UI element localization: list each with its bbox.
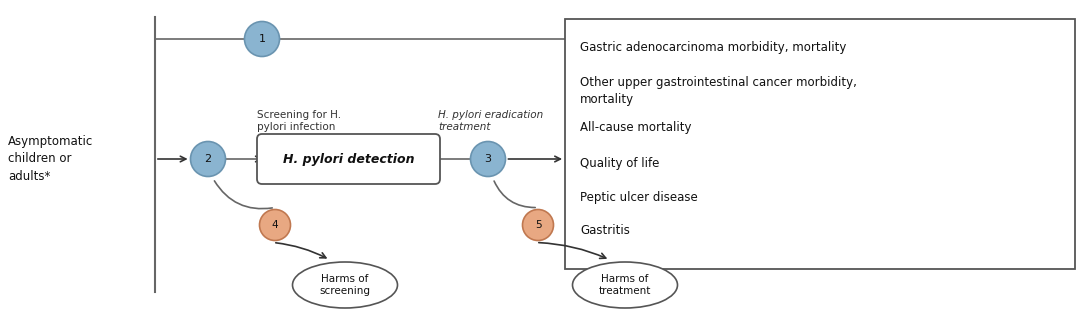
Text: Harms of
screening: Harms of screening: [319, 274, 370, 296]
Circle shape: [470, 141, 505, 177]
Circle shape: [522, 210, 554, 241]
Text: 5: 5: [534, 220, 541, 230]
Text: Other upper gastrointestinal cancer morbidity,
mortality: Other upper gastrointestinal cancer morb…: [580, 76, 857, 106]
Circle shape: [260, 210, 290, 241]
Text: H. pylori eradication
treatment: H. pylori eradication treatment: [438, 110, 543, 132]
Circle shape: [244, 22, 279, 56]
Text: Screening for H.
pylori infection: Screening for H. pylori infection: [257, 110, 341, 132]
Text: Harms of
treatment: Harms of treatment: [598, 274, 652, 296]
Text: All-cause mortality: All-cause mortality: [580, 121, 692, 134]
Text: 4: 4: [272, 220, 278, 230]
Text: Gastric adenocarcinoma morbidity, mortality: Gastric adenocarcinoma morbidity, mortal…: [580, 41, 846, 54]
Text: 2: 2: [204, 154, 212, 164]
Text: H. pylori detection: H. pylori detection: [282, 152, 414, 165]
FancyBboxPatch shape: [257, 134, 440, 184]
Text: Asymptomatic
children or
adults*: Asymptomatic children or adults*: [8, 134, 93, 184]
Text: 1: 1: [258, 34, 265, 44]
Ellipse shape: [292, 262, 397, 308]
Circle shape: [190, 141, 226, 177]
Ellipse shape: [572, 262, 678, 308]
Text: Gastritis: Gastritis: [580, 224, 630, 237]
Text: 3: 3: [484, 154, 492, 164]
Text: Peptic ulcer disease: Peptic ulcer disease: [580, 191, 697, 204]
FancyBboxPatch shape: [565, 19, 1075, 269]
Text: Quality of life: Quality of life: [580, 157, 659, 170]
